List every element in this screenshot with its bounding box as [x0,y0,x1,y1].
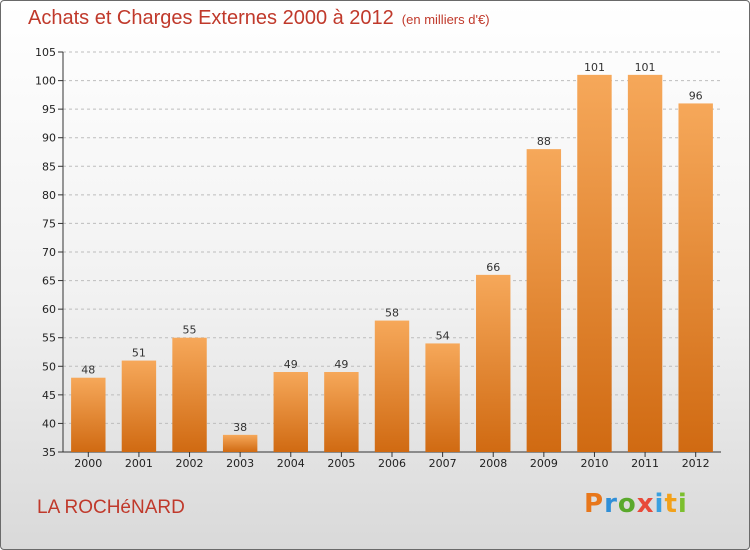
bar [627,74,663,452]
y-tick-label: 95 [42,103,56,116]
x-tick-label: 2010 [580,457,608,470]
bar [476,274,511,452]
data-label: 49 [334,358,348,371]
data-label: 55 [183,324,197,337]
commune-name: LA ROCHéNARD [37,497,185,518]
logo-letter: r [604,489,618,519]
y-tick-label: 55 [42,332,56,345]
logo-letter: i [654,489,665,519]
x-tick-label: 2004 [277,457,305,470]
proxiti-logo: Proxiti [584,489,688,519]
chart-title: Achats et Charges Externes 2000 à 2012 (e… [28,7,490,30]
y-tick-label: 90 [42,132,56,145]
bar [273,372,308,452]
unit-label: (en milliers d'€) [401,12,490,27]
y-tick-label: 60 [42,303,56,316]
x-tick-label: 2001 [125,457,153,470]
x-tick-label: 2011 [631,457,659,470]
data-label: 38 [233,421,247,434]
y-tick-label: 105 [35,46,56,59]
x-tick-label: 2005 [327,457,355,470]
bar [324,372,359,452]
data-label: 48 [81,364,95,377]
y-tick-label: 70 [42,246,56,259]
y-tick-label: 40 [42,417,56,430]
x-tick-label: 2000 [74,457,102,470]
data-label: 51 [132,347,146,360]
data-label: 101 [584,61,605,74]
bar [172,337,207,452]
logo-letter: t [664,489,678,519]
data-label: 101 [635,61,656,74]
y-tick-label: 50 [42,360,56,373]
y-tick-label: 80 [42,189,56,202]
logo-letter: x [636,489,655,519]
y-tick-label: 100 [35,75,56,88]
bar [222,434,258,452]
x-tick-label: 2006 [378,457,406,470]
bar [374,320,410,452]
y-tick-label: 65 [42,275,56,288]
title-text: Achats et Charges Externes 2000 à 2012 [28,7,394,29]
data-label: 88 [537,135,551,148]
bar [678,103,713,452]
logo-letter: i [677,489,688,519]
bar [577,74,612,452]
x-tick-label: 2012 [682,457,710,470]
x-tick-label: 2002 [176,457,204,470]
y-tick-label: 75 [42,217,56,230]
logo-letter: o [617,489,637,519]
bar [526,149,562,452]
x-tick-label: 2008 [479,457,507,470]
bar [425,343,460,452]
data-label: 96 [689,89,703,102]
y-tick-label: 35 [42,446,56,459]
x-tick-label: 2003 [226,457,254,470]
logo-letter: P [584,489,605,519]
x-tick-label: 2007 [429,457,457,470]
data-label: 66 [486,261,500,274]
y-tick-label: 85 [42,160,56,173]
data-label: 49 [284,358,298,371]
data-label: 58 [385,307,399,320]
y-tick-label: 45 [42,389,56,402]
bar [121,360,157,452]
x-tick-label: 2009 [530,457,558,470]
data-label: 54 [436,329,450,342]
bar [71,377,106,452]
